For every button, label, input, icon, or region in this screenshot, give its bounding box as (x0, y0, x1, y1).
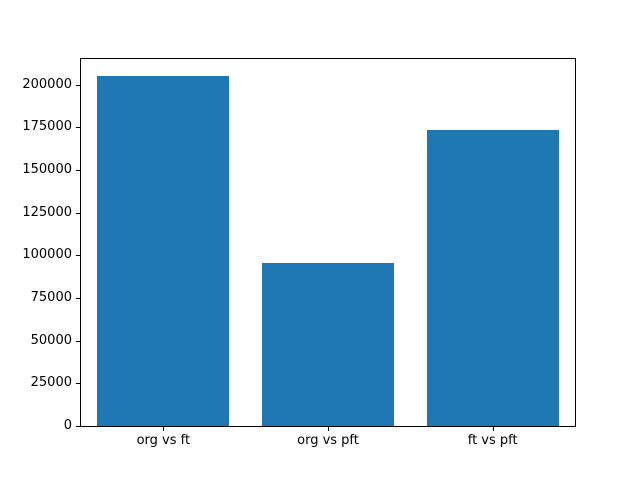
y-tick-mark (76, 84, 80, 86)
x-tick-mark (492, 427, 494, 431)
y-tick-mark (76, 426, 80, 427)
y-tick-mark (76, 340, 80, 342)
plot-area (80, 58, 576, 427)
x-tick-mark (163, 427, 165, 431)
y-tick-label: 200000 (22, 76, 72, 92)
x-tick-label: org vs ft (136, 433, 191, 448)
x-tick-label: ft vs pft (467, 433, 518, 448)
bar-org-vs-pft (262, 263, 394, 426)
y-tick-mark (76, 297, 80, 299)
x-tick-mark (328, 427, 329, 431)
y-tick-label: 100000 (22, 247, 72, 263)
y-tick-label: 175000 (22, 119, 72, 135)
y-tick-label: 25000 (30, 375, 72, 391)
y-tick-label: 150000 (22, 161, 72, 177)
y-tick-mark (76, 383, 80, 385)
x-tick-label: org vs pft (297, 433, 359, 448)
y-tick-label: 125000 (22, 204, 72, 220)
bar-ft-vs-pft (426, 130, 559, 426)
y-tick-label: 75000 (30, 289, 72, 305)
y-tick-label: 50000 (30, 332, 72, 348)
y-tick-mark (76, 212, 80, 214)
y-tick-label: 0 (63, 418, 72, 433)
y-tick-mark (76, 255, 80, 257)
bar-org-vs-ft (97, 76, 230, 426)
y-tick-mark (76, 127, 80, 129)
y-tick-mark (76, 169, 80, 171)
